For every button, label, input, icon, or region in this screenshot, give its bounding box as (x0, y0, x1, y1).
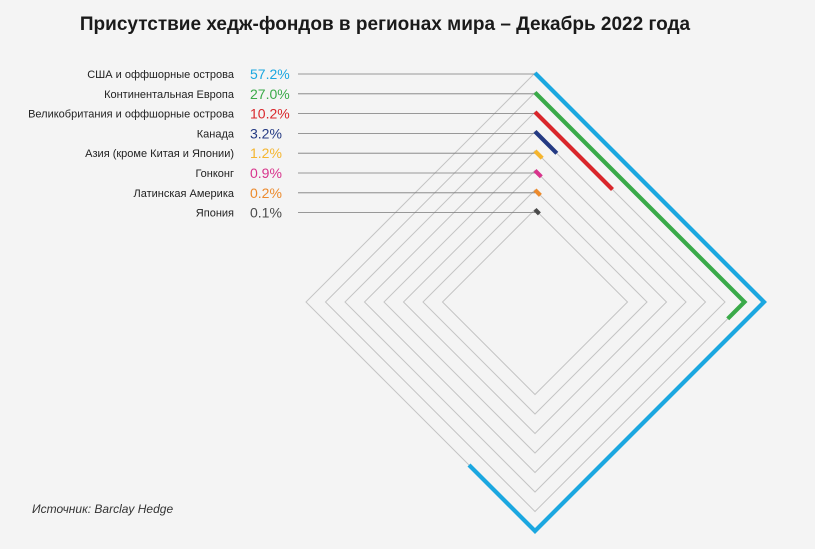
grid-ring (324, 91, 746, 513)
category-label: Япония (196, 208, 234, 220)
value-label: 0.9% (250, 165, 282, 181)
category-label: Континентальная Европа (104, 89, 235, 101)
data-bar (533, 110, 614, 191)
grid-ring (422, 189, 648, 415)
value-label: 1.2% (250, 145, 282, 161)
category-label: Гонконг (195, 168, 234, 180)
data-bar (533, 149, 544, 160)
grid-ring (305, 72, 765, 532)
data-bar (533, 188, 542, 197)
data-bar (533, 208, 541, 216)
value-label: 3.2% (250, 125, 282, 141)
value-label: 57.2% (250, 66, 290, 82)
data-bar (533, 130, 559, 155)
value-label: 10.2% (250, 106, 290, 122)
category-label: Азия (кроме Китая и Японии) (85, 148, 234, 160)
category-label: Латинская Америка (134, 188, 235, 200)
chart-title: Присутствие хедж-фондов в регионах мира … (79, 14, 691, 35)
data-bar (533, 91, 748, 321)
category-label: США и оффшорные острова (87, 69, 235, 81)
grid-ring (363, 130, 707, 474)
source-note: Источник: Barclay Hedge (32, 502, 174, 516)
grid-ring (383, 150, 687, 454)
value-label: 27.0% (250, 86, 290, 102)
grid-ring (441, 208, 629, 396)
category-label: Канада (197, 128, 235, 140)
value-label: 0.1% (250, 205, 282, 221)
value-label: 0.2% (250, 185, 282, 201)
grid-ring (344, 111, 726, 493)
grid-ring (402, 169, 668, 435)
category-label: Великобритания и оффшорные острова (28, 109, 235, 121)
data-bar (533, 169, 543, 179)
data-bar (467, 71, 767, 534)
